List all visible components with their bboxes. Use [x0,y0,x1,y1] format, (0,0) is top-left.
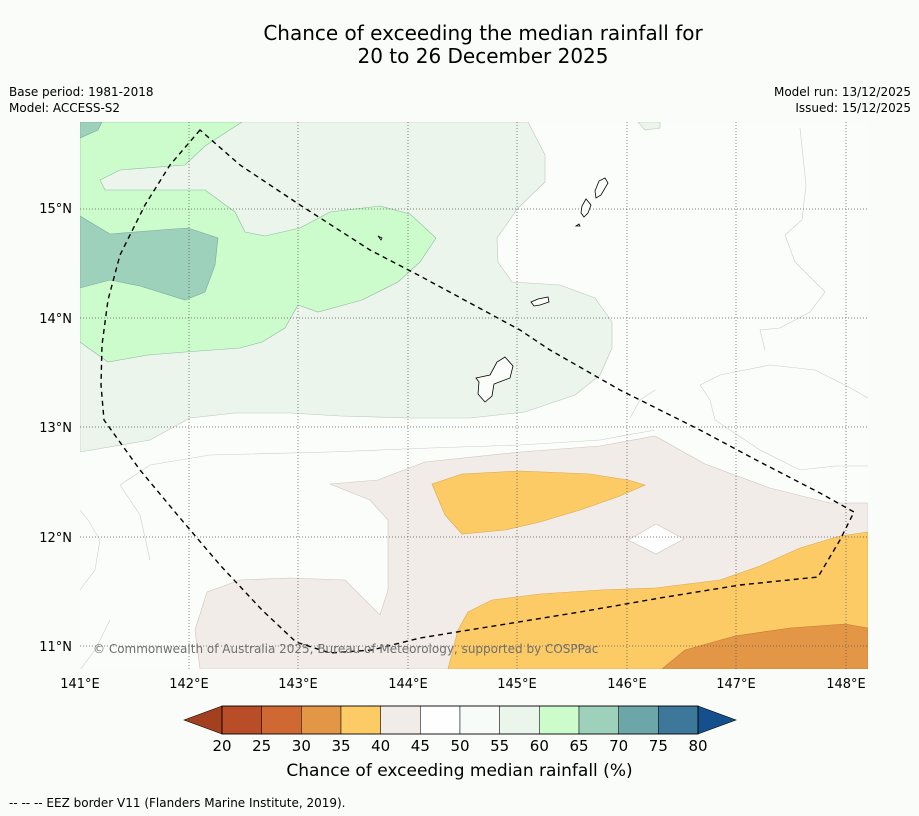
colorbar-high-arrow [697,705,737,735]
colorbar-cell [420,705,461,735]
faint-contours [80,127,868,669]
lat-label: 12°N [39,531,72,546]
lat-label: 13°N [39,421,72,436]
colorbar-tick-label: 80 [688,737,707,755]
lon-label: 144°E [388,677,428,692]
lon-label: 141°E [60,677,100,692]
lon-label: 143°E [278,677,318,692]
chart-title: Chance of exceeding the median rainfall … [0,22,919,68]
colorbar-tick-label: 60 [530,737,549,755]
lon-label: 146°E [607,677,647,692]
model-run: Model run: 13/12/2025 [773,85,911,99]
lon-label: 147°E [716,677,756,692]
colorbar-ticks: 20 25 30 35 40 45 50 55 60 65 70 75 80 [212,737,707,755]
colorbar-low-arrow [183,705,223,735]
island-rota [530,296,550,307]
colorbar-tick-label: 70 [609,737,628,755]
issued-date: Issued: 15/12/2025 [795,101,911,115]
contour-hole [627,523,685,555]
island-saipan [594,177,609,199]
base-period: Base period: 1981-2018 [9,85,154,99]
contour-60-65 [80,122,437,363]
colorbar-cell [340,705,381,735]
title-line-2: 20 to 26 December 2025 [357,44,609,68]
eez-border [100,129,855,654]
lon-labels: 141°E 142°E 143°E 144°E 145°E 146°E 147°… [60,677,866,692]
contour-30-35 [661,623,868,669]
colorbar-tick-label: 35 [331,737,350,755]
colorbar-cell [658,705,699,735]
lon-label: 142°E [169,677,209,692]
colorbar-cell [578,705,619,735]
colorbar-frame [221,705,699,735]
islands [377,177,609,403]
colorbar-tick-label: 20 [212,737,231,755]
colorbar-tick-label: 65 [569,737,588,755]
contour-65-70 [80,215,219,301]
graticule [80,122,868,669]
colorbar-tick-label: 75 [649,737,668,755]
colorbar-cell [459,705,500,735]
colorbar-tick-label: 40 [371,737,390,755]
meta-left: Base period: 1981-2018 Model: ACCESS-S2 [9,84,154,116]
copyright-text: © Commonwealth of Australia 2025, Bureau… [93,642,598,656]
colorbar-tick-label: 25 [252,737,271,755]
colorbar-cell [618,705,659,735]
colorbar-cell [301,705,342,735]
colorbar-tick-label: 50 [450,737,469,755]
island-islet [377,235,383,241]
lon-label: 148°E [826,677,866,692]
lat-label: 15°N [39,202,72,217]
colorbar-cell [221,705,262,735]
lon-label: 145°E [497,677,537,692]
meta-right: Model run: 13/12/2025 Issued: 15/12/2025 [774,84,911,116]
model-name: Model: ACCESS-S2 [9,101,121,115]
lat-labels: 15°N 14°N 13°N 12°N 11°N [39,202,72,655]
island-tinian [580,198,592,218]
colorbar: 20 25 30 35 40 45 50 55 60 65 70 75 80 [183,705,737,755]
island-aguijan [574,223,581,227]
colorbar-cells [221,705,699,735]
colorbar-title: Chance of exceeding median rainfall (%) [286,761,633,781]
footer-legend: -- -- -- EEZ border V11 (Flanders Marine… [9,796,346,810]
contour-35-40-center [431,470,646,535]
colorbar-tick-label: 45 [411,737,430,755]
colorbar-cell [499,705,540,735]
title-line-1: Chance of exceeding the median rainfall … [263,21,703,45]
colorbar-tick-label: 30 [292,737,311,755]
island-guam [475,356,514,403]
contour-55-60-top [637,122,661,131]
contour-65-70-corner [80,122,103,139]
colorbar-tick-label: 55 [490,737,509,755]
colorbar-cell [261,705,302,735]
lat-label: 11°N [39,640,72,655]
lat-label: 14°N [39,312,72,327]
colorbar-cell [380,705,421,735]
colorbar-cell [539,705,580,735]
map-plot-area: © Commonwealth of Australia 2025, Bureau… [80,122,868,669]
